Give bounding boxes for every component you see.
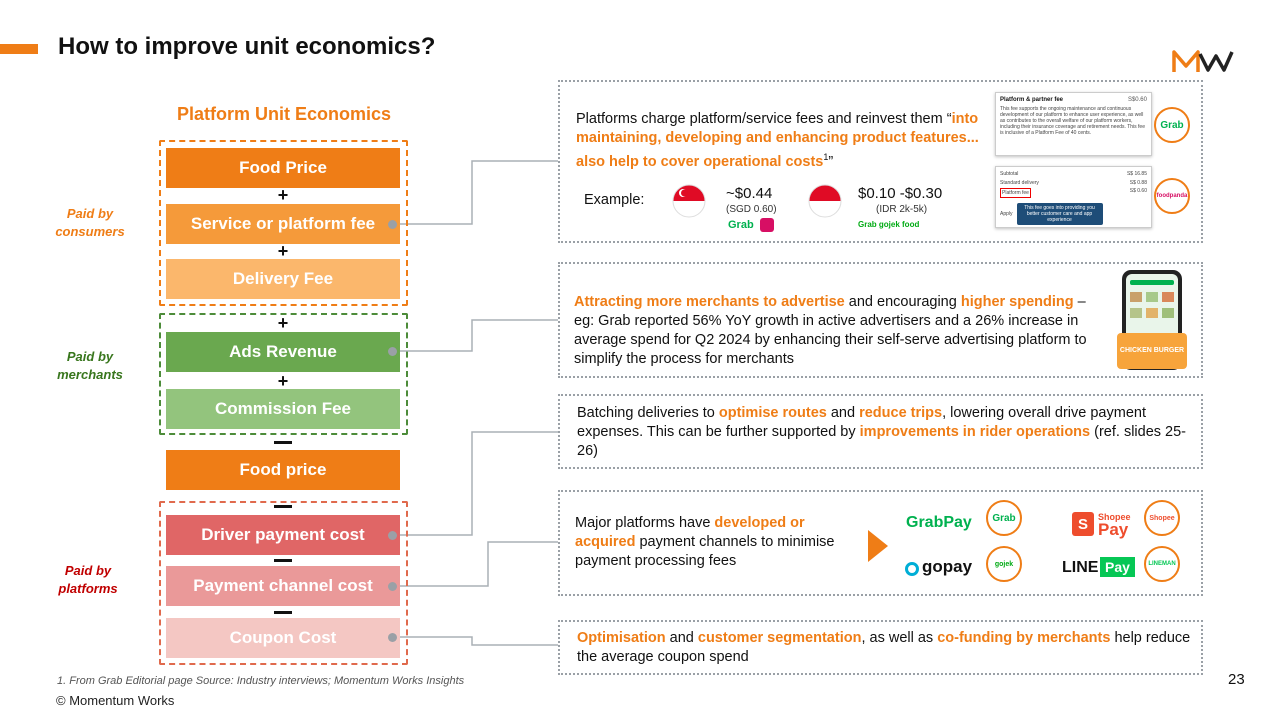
- linepay-line: LINE: [1062, 559, 1099, 576]
- chicken-burger-ad-banner: CHICKEN BURGER: [1117, 333, 1187, 369]
- foodpanda-fee-screenshot: Subtotal S$ 16.85 Standard delivery S$ 0.8…: [995, 166, 1152, 228]
- connector-dot: [388, 633, 397, 642]
- panel1-text: Platforms charge platform/service fees a…: [576, 111, 979, 170]
- shopee-bubble-icon: Shopee: [1144, 500, 1180, 536]
- sg-price: ~$0.44: [726, 185, 773, 202]
- connector-driver-payment: [392, 431, 558, 536]
- example-label: Example:: [584, 192, 645, 208]
- minus-operator: [274, 505, 292, 508]
- copyright: © Momentum Works: [56, 693, 175, 708]
- lineman-bubble-icon: LINEMAN: [1144, 546, 1180, 582]
- minus-operator: [274, 611, 292, 614]
- gopay-circle-icon: [905, 562, 919, 576]
- diagram-title: Platform Unit Economics: [176, 104, 392, 124]
- id-price-sub: (IDR 2k-5k): [876, 204, 928, 215]
- merchants-group: [159, 313, 408, 435]
- plus-operator: +: [277, 371, 289, 391]
- connector-coupon-cost: [392, 636, 558, 646]
- panel3-text: Batching deliveries to optimise routes a…: [577, 405, 1187, 459]
- panel-advertising: [558, 262, 1203, 378]
- paid-by-consumers-label: Paid by consumers: [55, 206, 125, 239]
- plus-operator: +: [277, 313, 289, 333]
- shopeepay-logo: Pay: [1098, 520, 1129, 539]
- panel-coupons: [558, 620, 1203, 675]
- grab-fee-screenshot: Platform & partner fee S$0.60 This fee su…: [995, 92, 1152, 156]
- connector-dot: [388, 582, 397, 591]
- linepay-pay: Pay: [1100, 557, 1135, 577]
- panel4-text: Major platforms have developed or acquir…: [575, 515, 835, 569]
- minus-operator: [274, 559, 292, 562]
- connector-payment-channel: [392, 541, 558, 587]
- grab-bubble-icon: Grab: [1154, 107, 1190, 143]
- sg-price-sub: (SGD 0.60): [726, 204, 777, 215]
- panel-payment: [558, 490, 1203, 596]
- connector-dot: [388, 220, 397, 229]
- panel2-text: Attracting more merchants to advertise a…: [574, 294, 1087, 367]
- indonesia-flag-icon: [808, 184, 842, 218]
- foodpanda-icon: [760, 218, 774, 232]
- id-price: $0.10 -$0.30: [858, 185, 943, 202]
- panel-platform-fees: [558, 80, 1203, 243]
- grabpay-logo: GrabPay: [906, 514, 972, 531]
- food-price-box: Food Price: [166, 148, 400, 188]
- paid-by-merchants-label: Paid by merchants: [57, 349, 123, 382]
- driver-payment-box: Driver payment cost: [166, 515, 400, 555]
- connector-service-fee: [392, 160, 558, 225]
- shopeepay-top: Shopee: [1098, 512, 1131, 522]
- connector-dot: [388, 531, 397, 540]
- foodpanda-bubble-icon: foodpanda: [1154, 178, 1190, 214]
- gojek-bubble-icon: gojek: [986, 546, 1022, 582]
- grab-bubble-icon: Grab: [986, 500, 1022, 536]
- plus-operator: +: [277, 185, 289, 205]
- minus-operator: [274, 441, 292, 444]
- food-price-net-box: Food price: [166, 450, 400, 490]
- footnote-source: 1. From Grab Editorial page Source: Indu…: [57, 675, 465, 687]
- page-title: How to improve unit economics?: [58, 33, 436, 60]
- connector-ads-revenue: [392, 319, 558, 352]
- sg-brand-grab: Grab: [728, 219, 754, 231]
- payment-channel-box: Payment channel cost: [166, 566, 400, 606]
- accent-bar: [0, 44, 38, 54]
- gopay-logo: gopay: [922, 557, 973, 576]
- id-brands: Grab gojek food: [858, 220, 920, 229]
- paid-by-platforms-label: Paid by platforms: [58, 563, 118, 596]
- panel-batching: [558, 394, 1203, 469]
- shopee-bag-icon: S: [1072, 512, 1094, 536]
- ads-revenue-box: Ads Revenue: [166, 332, 400, 372]
- coupon-cost-box: Coupon Cost: [166, 618, 400, 658]
- plus-operator: +: [277, 241, 289, 261]
- page-number: 23: [1228, 671, 1245, 688]
- connector-dot: [388, 347, 397, 356]
- service-fee-box: Service or platform fee: [166, 204, 400, 244]
- arrow-right-icon: [868, 530, 888, 562]
- momentum-works-logo: [1172, 50, 1234, 72]
- platforms-group: [159, 501, 408, 665]
- panel5-text: Optimisation and customer segmentation, …: [577, 630, 1191, 665]
- commission-fee-box: Commission Fee: [166, 389, 400, 429]
- delivery-fee-box: Delivery Fee: [166, 259, 400, 299]
- singapore-flag-icon: [672, 184, 706, 218]
- consumers-group: [159, 140, 408, 306]
